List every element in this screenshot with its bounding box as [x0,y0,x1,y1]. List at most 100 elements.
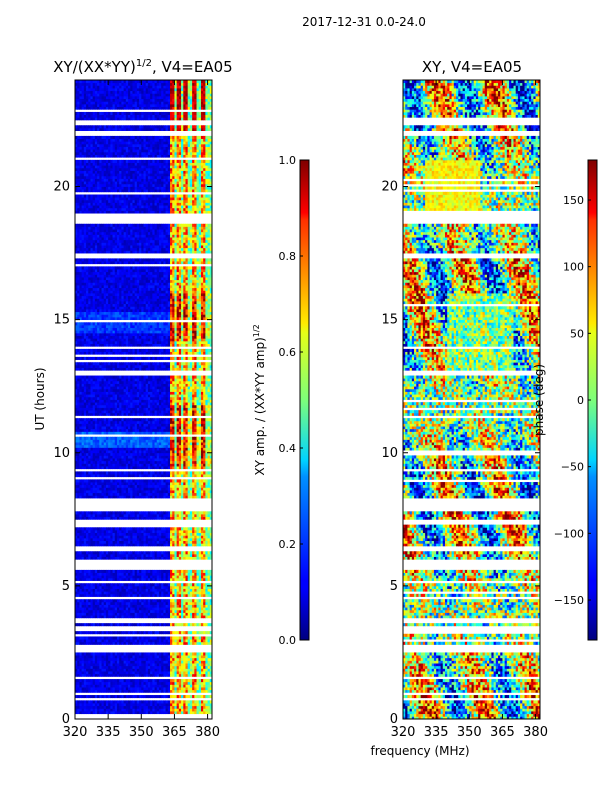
heatmap-cell [189,535,193,539]
heatmap-cell [147,668,151,672]
heatmap-cell [114,599,118,603]
heatmap-cell [121,460,125,464]
heatmap-cell [103,703,107,707]
heatmap-cell [75,639,78,643]
heatmap-cell [207,575,211,579]
heatmap-cell [205,527,208,531]
heatmap-cell [147,492,151,496]
heatmap-cell [158,655,162,659]
heatmap-cell [156,553,160,557]
heatmap-cell [103,612,107,616]
heatmap-cell [92,479,96,483]
heatmap-cell [97,612,100,616]
heatmap-cell [110,655,113,659]
heatmap-cell [187,604,191,608]
heatmap-cell [161,631,164,635]
heatmap-cell [198,612,202,616]
heatmap-cell [116,711,120,715]
heatmap-cell [79,543,83,547]
heatmap-cell [165,711,169,715]
heatmap-cell [181,458,184,462]
heatmap-cell [181,553,184,557]
heatmap-cell [154,663,158,667]
heatmap-cell [196,543,200,547]
heatmap-cell [187,490,191,494]
heatmap-cell [165,585,169,589]
heatmap-cell [90,703,94,707]
heatmap-cell [150,703,153,707]
heatmap-cell [121,532,125,536]
heatmap-cell [125,575,129,579]
heatmap-cell [99,585,102,589]
heatmap-cell [116,615,120,619]
heatmap-cell [174,577,178,581]
heatmap-cell [116,484,120,488]
heatmap-cell [143,671,147,675]
heatmap-cell [97,516,100,520]
heatmap-cell [192,466,195,470]
heatmap-cell [94,663,98,667]
heatmap-cell [205,591,208,595]
heatmap-cell [172,673,175,677]
heatmap-cell [99,641,102,645]
heatmap-cell [152,535,155,539]
heatmap-cell [196,583,200,587]
heatmap-cell [83,703,87,707]
heatmap-cell [101,535,105,539]
heatmap-cell [90,479,94,483]
heatmap-cell [99,684,102,688]
heatmap-cell [134,556,138,560]
heatmap-cell [112,537,116,542]
heatmap-cell [194,556,197,560]
heatmap-cell [103,705,107,709]
heatmap-cell [130,535,133,539]
heatmap-cell [145,553,149,557]
heatmap-cell [110,577,113,581]
heatmap-cell [205,572,208,576]
heatmap-cell [130,601,133,605]
heatmap-cell [207,543,211,547]
heatmap-cell [101,607,105,611]
heatmap-cell [136,687,140,691]
heatmap-cell [108,484,111,488]
heatmap-cell [183,482,186,486]
heatmap-cell [189,463,193,467]
heatmap-cell [165,529,169,534]
heatmap-cell [128,612,131,616]
heatmap-cell [200,511,204,515]
heatmap-cell [147,631,151,635]
heatmap-cell [116,681,120,685]
heatmap-cell [134,529,138,534]
heatmap-cell [183,513,186,518]
heatmap-cell [192,703,195,707]
heatmap-cell [150,708,153,712]
heatmap-cell [203,575,206,579]
heatmap-cell [165,652,169,656]
heatmap-cell [176,601,180,605]
heatmap-cell [167,543,171,547]
heatmap-cell [143,703,147,707]
heatmap-cell [178,599,182,603]
heatmap-cell [158,673,162,677]
heatmap-cell [158,703,162,707]
heatmap-cell [170,455,173,459]
heatmap-cell [88,482,91,486]
heatmap-cell [200,585,204,589]
heatmap-cell [209,513,213,518]
heatmap-cell [77,615,80,619]
heatmap-cell [143,513,147,518]
heatmap-cell [167,684,171,688]
heatmap-cell [83,516,87,520]
heatmap-cell [97,655,100,659]
heatmap-cell [163,631,166,635]
heatmap-cell [92,588,96,592]
heatmap-cell [81,703,85,707]
heatmap-cell [187,516,191,520]
heatmap-cell [83,679,87,683]
heatmap-cell [97,599,100,603]
heatmap-cell [116,492,120,496]
heatmap-cell [176,631,180,635]
heatmap-cell [205,556,208,560]
heatmap-cell [205,599,208,603]
heatmap-cell [130,681,133,685]
